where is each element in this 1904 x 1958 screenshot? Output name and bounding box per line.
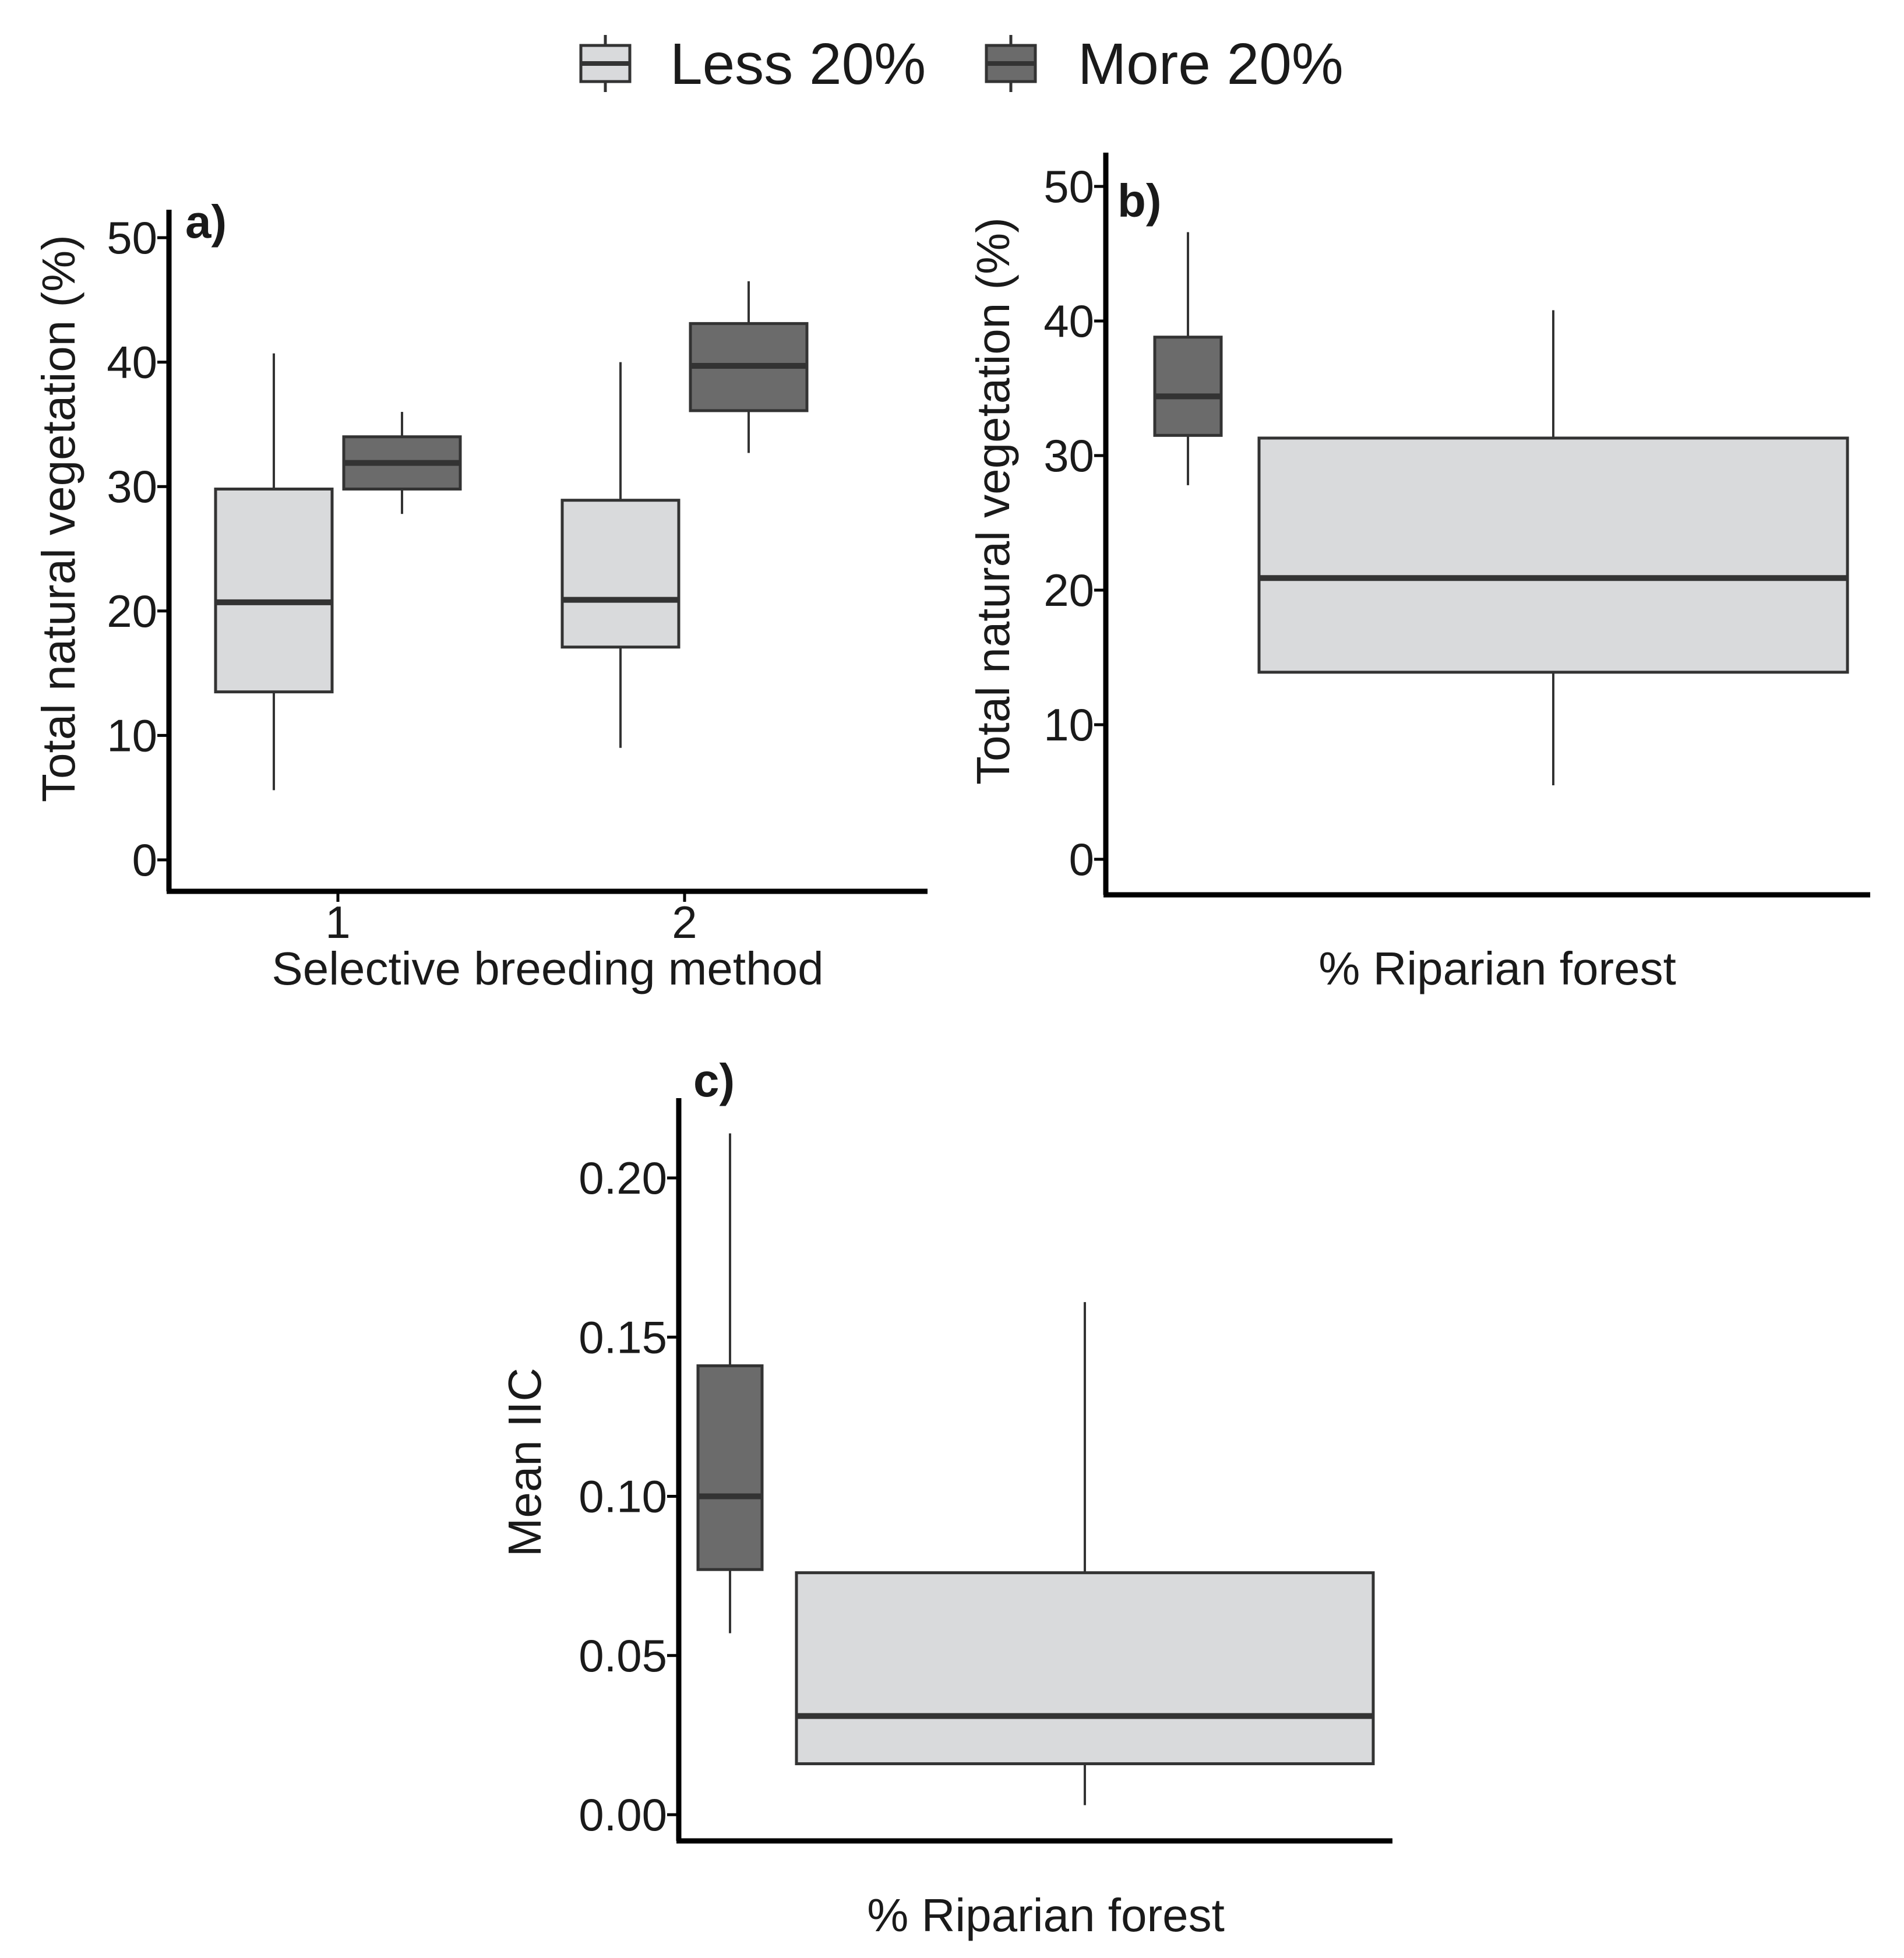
y-tick-label: 30 [107, 461, 157, 512]
y-tick-label: 40 [1043, 295, 1094, 347]
box-iqr [696, 1364, 764, 1571]
y-axis-title: Total natural vegetation (%) [967, 217, 1019, 785]
panel-label: c) [693, 1054, 735, 1106]
panel-b: 0 10 20 30 40 50 Total natural vegetation (%)%… [967, 153, 1870, 994]
panel-a: 0 10 20 30 40 50 Total natural vegetation (%) S… [33, 196, 928, 994]
x-axis-title: % Riparian forest [867, 1889, 1225, 1941]
panel-c: 0.00 0.05 0.10 0.15 0.20 Mean IIC % Riparian f… [499, 1054, 1392, 1941]
x-tick-label: 1 [325, 897, 350, 948]
y-tick-label: 0.15 [579, 1311, 667, 1363]
y-tick-label: 0.20 [579, 1152, 667, 1204]
y-tick-label: 20 [107, 585, 157, 637]
legend: Less 20% More 20% [579, 31, 1344, 97]
box-plot [560, 362, 680, 748]
x-axis-title: Selective breeding method [272, 943, 823, 994]
box-iqr [795, 1571, 1375, 1766]
y-tick-label: 30 [1043, 430, 1094, 481]
legend-item-less-20: Less 20% [579, 31, 926, 97]
y-tick-label: 10 [107, 710, 157, 761]
y-tick-label: 0.00 [579, 1789, 667, 1840]
panel-label: b) [1117, 175, 1162, 227]
box-plot [696, 1133, 764, 1634]
y-tick-label: 50 [1043, 161, 1094, 212]
panel-label: a) [185, 196, 227, 248]
y-tick-label: 50 [107, 212, 157, 263]
y-tick-label: 20 [1043, 565, 1094, 616]
box-plot [342, 412, 462, 514]
box-plot [1153, 232, 1223, 485]
legend-item-more-20: More 20% [985, 31, 1344, 97]
y-axis-title: Mean IIC [499, 1368, 551, 1557]
box-plot [689, 281, 809, 453]
box-iqr [1153, 336, 1223, 437]
y-tick-label: 0.05 [579, 1630, 667, 1681]
legend-label-less-20: Less 20% [670, 31, 926, 97]
legend-label-more-20: More 20% [1078, 31, 1344, 97]
box-iqr [1257, 436, 1849, 674]
y-tick-label: 0.10 [579, 1471, 667, 1522]
box-iqr [560, 499, 680, 649]
y-tick-label: 0 [1069, 834, 1094, 885]
box-plot [1257, 310, 1849, 785]
y-tick-label: 0 [132, 834, 157, 885]
y-tick-label: 10 [1043, 699, 1094, 750]
x-axis-title: % Riparian forest [1318, 943, 1676, 994]
y-axis-title: Total natural vegetation (%) [33, 235, 84, 802]
box-plot [214, 353, 334, 791]
x-tick-label: 2 [672, 897, 697, 948]
box-plot [795, 1302, 1375, 1805]
y-tick-label: 40 [107, 337, 157, 388]
box-iqr [214, 487, 334, 694]
